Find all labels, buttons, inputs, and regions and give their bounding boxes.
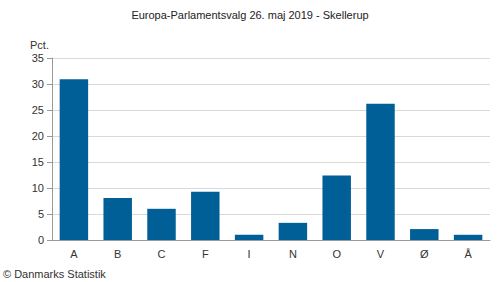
svg-text:F: F [202, 248, 209, 260]
svg-text:Pct.: Pct. [30, 39, 49, 51]
svg-text:Ø: Ø [420, 248, 429, 260]
svg-text:V: V [377, 248, 385, 260]
svg-text:A: A [70, 248, 78, 260]
svg-text:C: C [158, 248, 166, 260]
svg-text:B: B [114, 248, 121, 260]
svg-text:5: 5 [38, 208, 44, 220]
svg-text:© Danmarks Statistik: © Danmarks Statistik [3, 268, 106, 280]
svg-text:I: I [248, 248, 251, 260]
svg-text:10: 10 [32, 182, 44, 194]
svg-text:Å: Å [464, 248, 472, 260]
svg-text:0: 0 [38, 234, 44, 246]
svg-text:25: 25 [32, 104, 44, 116]
svg-text:15: 15 [32, 156, 44, 168]
svg-text:N: N [289, 248, 297, 260]
svg-text:30: 30 [32, 78, 44, 90]
svg-text:O: O [332, 248, 341, 260]
svg-text:20: 20 [32, 130, 44, 142]
svg-text:35: 35 [32, 52, 44, 64]
svg-text:Europa-Parlamentsvalg 26. maj: Europa-Parlamentsvalg 26. maj 2019 - Ske… [131, 9, 368, 21]
